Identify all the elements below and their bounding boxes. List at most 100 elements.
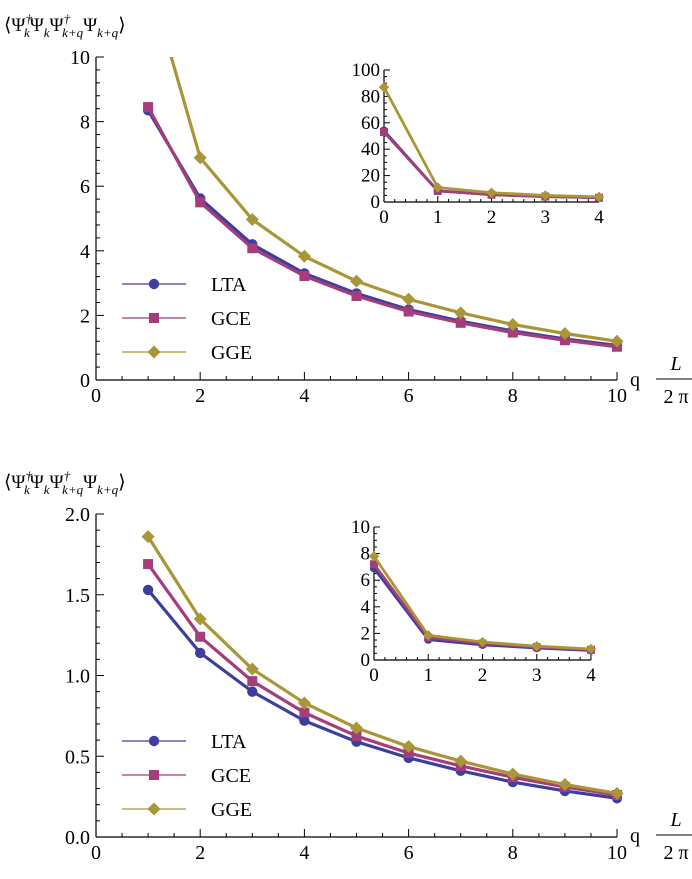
inset-data-point-gge bbox=[486, 187, 497, 198]
legend-marker-lta bbox=[148, 735, 160, 747]
inset-data-point-gge bbox=[368, 551, 380, 562]
series-line-gce bbox=[146, 563, 618, 797]
legend-label-gce: GCE bbox=[211, 765, 251, 787]
data-point-gge bbox=[350, 721, 363, 735]
data-point-gce bbox=[195, 631, 206, 642]
inset-y-tick-label: 60 bbox=[361, 113, 380, 134]
inset-y-tick-label: 10 bbox=[351, 517, 370, 538]
data-point-gge bbox=[193, 151, 207, 165]
data-point-gge bbox=[558, 326, 572, 340]
x-axis-label-numerator: L bbox=[669, 353, 681, 375]
data-point-lta bbox=[247, 686, 258, 697]
data-point-gce bbox=[507, 327, 518, 338]
inset-y-tick-label: 0 bbox=[371, 192, 381, 213]
data-point-gge bbox=[141, 530, 155, 544]
inset-y-tick-label: 0 bbox=[361, 650, 371, 671]
inset-y-tick-label: 6 bbox=[361, 570, 371, 591]
inset-y-tick-label: 80 bbox=[361, 86, 380, 107]
data-point-gce bbox=[559, 335, 570, 346]
data-point-gce bbox=[247, 243, 258, 254]
series-line-gce bbox=[146, 106, 618, 349]
data-point-gce bbox=[195, 197, 206, 208]
inset-y-tick-label: 100 bbox=[352, 60, 381, 81]
x-tick-label: 0 bbox=[91, 842, 101, 864]
y-tick-label: 4 bbox=[80, 241, 90, 263]
y-tick-label: 0 bbox=[80, 370, 90, 392]
data-point-gge bbox=[245, 212, 259, 226]
y-tick-label: 6 bbox=[80, 176, 90, 198]
x-tick-label: 8 bbox=[508, 842, 518, 864]
inset-y-tick-label: 2 bbox=[361, 623, 371, 644]
inset-data-point-gge bbox=[432, 182, 443, 193]
x-tick-label: 6 bbox=[404, 385, 414, 407]
inset-series-line-gge bbox=[372, 555, 592, 651]
series-line-gge bbox=[169, 57, 618, 343]
inset-x-tick-label: 3 bbox=[532, 665, 542, 686]
legend: LTA GCE GGE bbox=[122, 731, 252, 821]
x-tick-label: 4 bbox=[299, 385, 309, 407]
inset-chart: 0 1 2 3 4 0 2 4 6 8 10 bbox=[351, 517, 596, 686]
y-tick-label: 2 bbox=[80, 305, 90, 327]
legend-label-lta: LTA bbox=[211, 274, 247, 296]
data-point-gce bbox=[143, 102, 154, 113]
x-tick-label: 0 bbox=[91, 385, 101, 407]
data-point-gce bbox=[299, 270, 310, 281]
x-axis-label-q: q bbox=[630, 825, 640, 847]
data-point-gge bbox=[193, 612, 207, 626]
x-tick-label: 4 bbox=[299, 842, 309, 864]
data-point-gge bbox=[454, 306, 468, 320]
y-tick-label: 1.5 bbox=[65, 585, 90, 607]
legend-marker-lta bbox=[148, 278, 160, 290]
x-axis-label-numerator: L bbox=[669, 809, 681, 831]
inset-data-point-gce bbox=[370, 560, 378, 569]
x-axis-label-denominator: 2 π bbox=[663, 842, 688, 864]
y-tick-label: 10 bbox=[70, 47, 90, 69]
data-point-gce bbox=[351, 731, 362, 742]
inset-y-tick-label: 8 bbox=[361, 544, 371, 565]
data-point-gge bbox=[350, 274, 363, 288]
data-point-gge bbox=[402, 292, 416, 306]
inset-series-line-gge bbox=[382, 86, 600, 199]
legend-label-gge: GGE bbox=[211, 799, 252, 821]
y-axis-label: ⟨Ψ† kΨkΨ† k+qΨk+q⟩ bbox=[4, 468, 126, 497]
data-point-gge bbox=[610, 334, 624, 348]
inset-data-point-gge bbox=[378, 81, 390, 93]
inset-x-tick-label: 3 bbox=[541, 207, 551, 228]
y-tick-label: 2.0 bbox=[65, 504, 90, 526]
series-line-lta bbox=[146, 588, 618, 800]
inset-x-tick-label: 4 bbox=[586, 665, 596, 686]
x-tick-label: 6 bbox=[404, 842, 414, 864]
data-point-gge bbox=[610, 786, 624, 800]
data-point-lta bbox=[142, 584, 154, 596]
y-axis-label: ⟨Ψ† kΨkΨ† k+qΨk+q⟩ bbox=[4, 11, 126, 40]
data-point-gge bbox=[506, 767, 520, 781]
inset-x-tick-label: 0 bbox=[369, 665, 379, 686]
legend-marker-gce bbox=[149, 313, 159, 323]
legend-label-gce: GCE bbox=[211, 308, 251, 330]
data-point-gge bbox=[506, 317, 520, 331]
x-tick-label: 10 bbox=[607, 842, 627, 864]
x-tick-label: 8 bbox=[508, 385, 518, 407]
inset-y-tick-label: 4 bbox=[361, 597, 371, 618]
inset-x-tick-label: 2 bbox=[478, 665, 488, 686]
inset-x-tick-label: 1 bbox=[424, 665, 434, 686]
legend-marker-gce bbox=[149, 770, 159, 780]
data-point-gge bbox=[297, 249, 311, 263]
x-axis-label-q: q bbox=[630, 369, 640, 391]
y-tick-label: 8 bbox=[80, 112, 90, 134]
inset-y-tick-label: 40 bbox=[361, 139, 380, 160]
inset-x-tick-label: 1 bbox=[433, 207, 443, 228]
y-tick-label: 0.0 bbox=[65, 827, 90, 849]
inset-x-tick-label: 4 bbox=[594, 207, 604, 228]
legend-marker-gge bbox=[147, 345, 161, 359]
inset-y-tick-label: 20 bbox=[361, 166, 380, 187]
inset-data-point-gge bbox=[593, 191, 605, 203]
data-point-gge bbox=[245, 662, 259, 676]
data-point-gce bbox=[403, 306, 414, 317]
legend-label-lta: LTA bbox=[211, 731, 247, 753]
x-tick-label: 10 bbox=[607, 385, 627, 407]
